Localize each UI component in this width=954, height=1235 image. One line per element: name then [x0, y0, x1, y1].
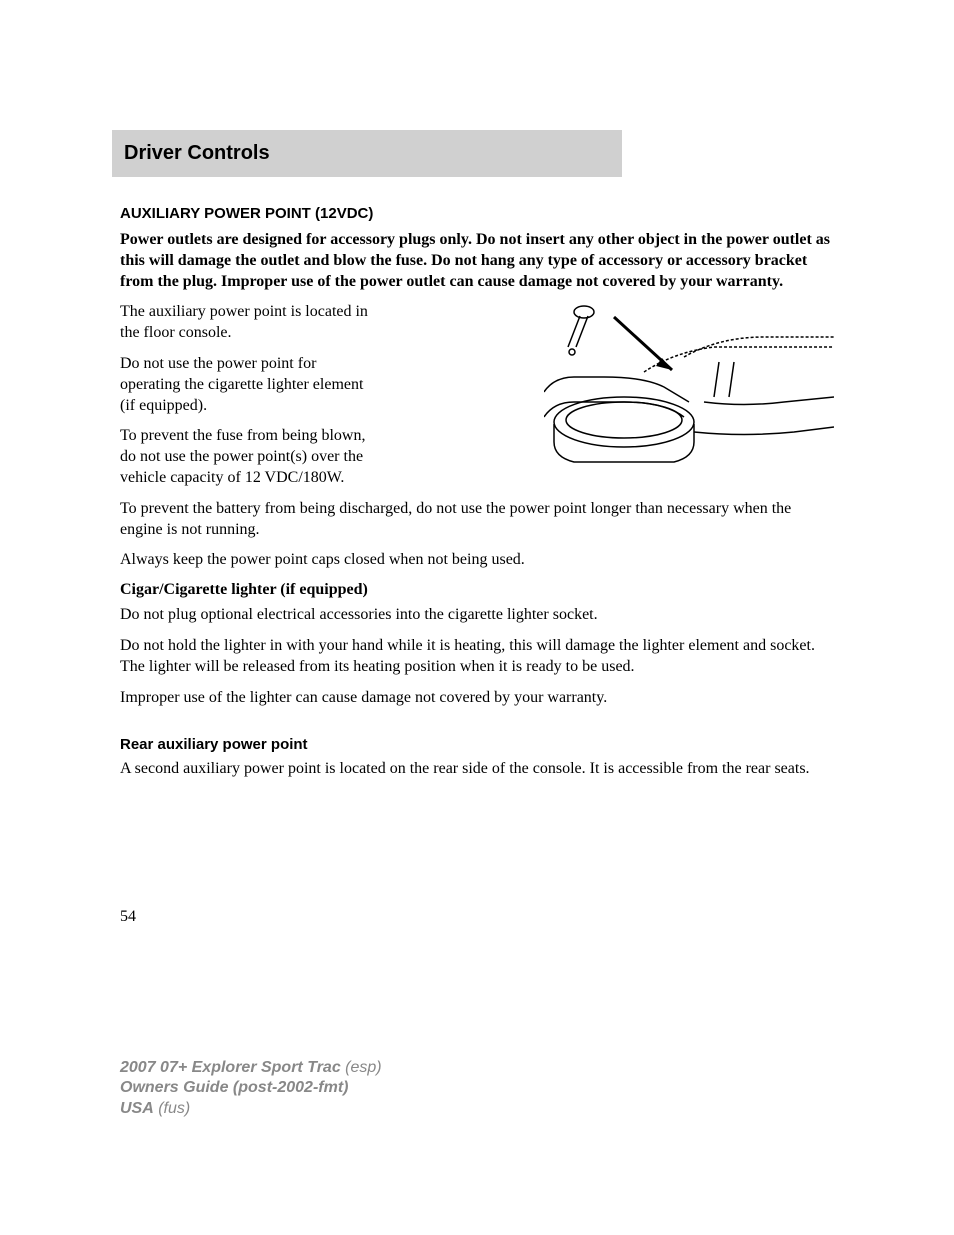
- para-hold: Do not hold the lighter in with your han…: [120, 636, 834, 678]
- heading-auxiliary-power: AUXILIARY POWER POINT (12VDC): [120, 205, 834, 222]
- footer-line-3: USA (fus): [120, 1099, 382, 1120]
- text-figure-block: The auxiliary power point is located in …: [120, 302, 834, 498]
- footer-fus: (fus): [154, 1100, 190, 1117]
- subheading-rear: Rear auxiliary power point: [120, 736, 834, 753]
- page-content: Driver Controls AUXILIARY POWER POINT (1…: [0, 0, 954, 926]
- footer-line-1: 2007 07+ Explorer Sport Trac (esp): [120, 1058, 382, 1079]
- footer: 2007 07+ Explorer Sport Trac (esp) Owner…: [120, 1058, 382, 1120]
- subheading-cigar: Cigar/Cigarette lighter (if equipped): [120, 581, 834, 599]
- page-number: 54: [120, 908, 834, 926]
- footer-line-2: Owners Guide (post-2002-fmt): [120, 1078, 382, 1099]
- para-noplug: Do not plug optional electrical accessor…: [120, 605, 834, 626]
- footer-esp: (esp): [341, 1059, 382, 1076]
- para-battery: To prevent the battery from being discha…: [120, 499, 834, 541]
- text-column-left: The auxiliary power point is located in …: [120, 302, 375, 498]
- footer-guide: Owners Guide (post-2002-fmt): [120, 1079, 348, 1096]
- para-caps: Always keep the power point caps closed …: [120, 550, 834, 571]
- section-title: Driver Controls: [124, 142, 610, 165]
- warning-text: Power outlets are designed for accessory…: [120, 230, 834, 292]
- para-fuse: To prevent the fuse from being blown, do…: [120, 426, 375, 488]
- footer-model: 2007 07+ Explorer Sport Trac: [120, 1059, 341, 1076]
- footer-usa: USA: [120, 1100, 154, 1117]
- para-cigarette: Do not use the power point for operating…: [120, 354, 375, 416]
- figure-container: [544, 302, 834, 472]
- para-rear: A second auxiliary power point is locate…: [120, 759, 834, 780]
- para-location: The auxiliary power point is located in …: [120, 302, 375, 344]
- para-improper: Improper use of the lighter can cause da…: [120, 688, 834, 709]
- section-header-bar: Driver Controls: [112, 130, 622, 177]
- console-diagram: [544, 302, 834, 467]
